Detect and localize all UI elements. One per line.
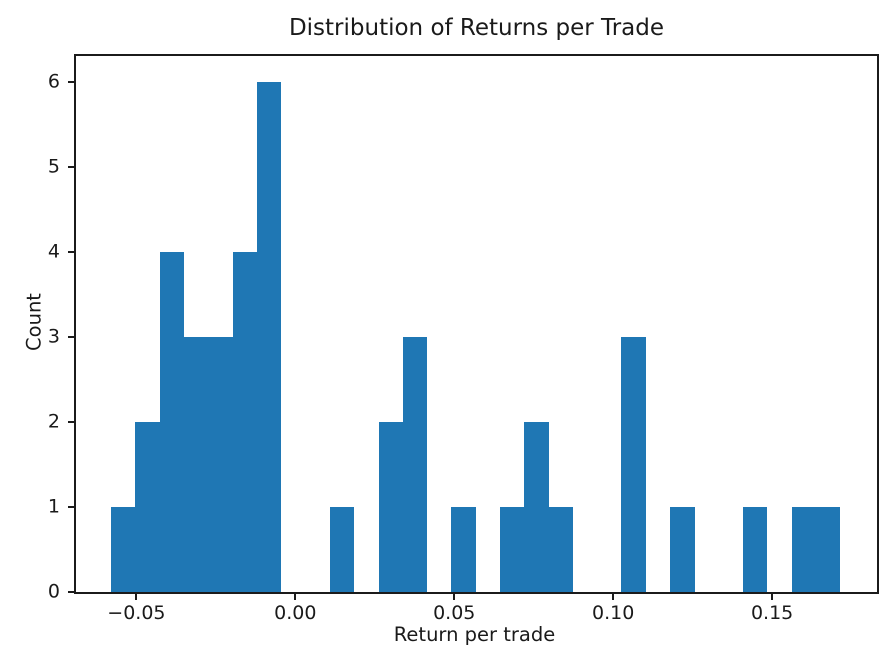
histogram-bar <box>524 422 549 592</box>
plot-area: −0.05 0.00 0.05 0.10 0.15 0 1 2 3 4 5 6 <box>48 54 879 623</box>
histogram-bar <box>451 507 476 592</box>
histogram-bar <box>184 337 209 592</box>
y-tick-mark <box>68 335 74 338</box>
x-tick-mark <box>771 594 774 600</box>
histogram-bar <box>403 337 427 592</box>
y-axis-label: Count <box>22 293 46 351</box>
y-tick-mark <box>68 505 74 508</box>
y-tick-mark <box>68 80 74 83</box>
chart-title: Distribution of Returns per Trade <box>288 15 665 41</box>
x-tick-mark <box>135 594 138 600</box>
histogram-bar <box>233 252 257 592</box>
histogram-bar <box>160 252 184 592</box>
histogram-bar <box>330 507 354 592</box>
histogram-bar <box>111 507 135 592</box>
histogram-bar <box>792 507 816 592</box>
y-tick-mark <box>68 591 74 593</box>
histogram-bar <box>257 82 281 592</box>
x-tick-mark <box>453 594 456 600</box>
histogram-bar <box>135 422 160 592</box>
y-tick-label: 0 <box>47 580 60 603</box>
y-tick-mark <box>68 165 74 168</box>
x-tick-label: 0.00 <box>274 602 317 624</box>
y-tick-label: 2 <box>47 410 60 433</box>
y-tick-mark <box>68 420 74 423</box>
x-tick-label: −0.05 <box>107 602 166 624</box>
histogram-bar <box>743 507 767 592</box>
y-tick-label: 5 <box>47 155 60 178</box>
histogram-bar <box>209 337 233 592</box>
histogram-bar <box>379 422 403 592</box>
x-tick-label: 0.05 <box>433 602 476 624</box>
y-tick-label: 6 <box>47 70 60 93</box>
y-tick-label: 1 <box>47 495 60 518</box>
histogram-bar <box>500 507 524 592</box>
histogram-bar <box>816 507 840 592</box>
y-tick-mark <box>68 250 74 253</box>
histogram-bar <box>670 507 695 592</box>
histogram-bar <box>549 507 573 592</box>
x-axis-label: Return per trade <box>393 623 556 646</box>
x-tick-label: 0.10 <box>592 602 635 624</box>
x-tick-mark <box>294 594 297 600</box>
y-tick-label: 3 <box>47 325 60 348</box>
histogram-bar <box>621 337 646 592</box>
x-tick-label: 0.15 <box>750 602 794 624</box>
x-tick-mark <box>612 594 615 600</box>
y-tick-label: 4 <box>47 240 60 263</box>
